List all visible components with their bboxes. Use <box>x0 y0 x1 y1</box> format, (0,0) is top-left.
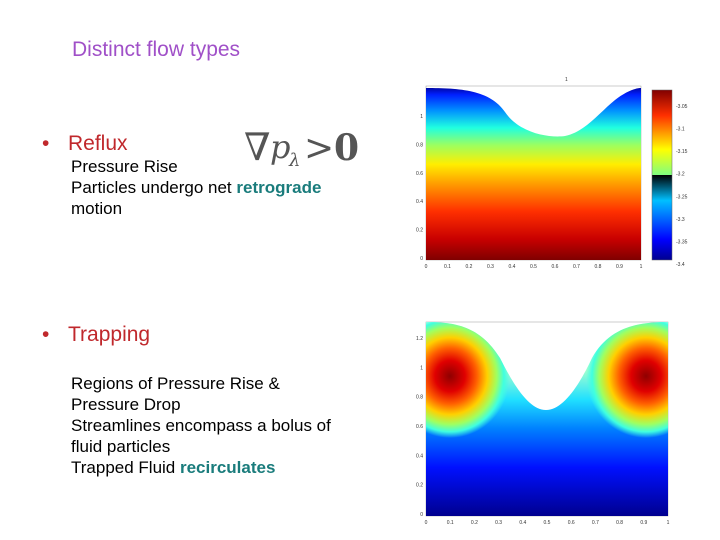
top-x-tick-8: 0.8 <box>595 264 602 270</box>
top-x-tick-9: 0.9 <box>616 264 623 270</box>
left-trapped-bolus <box>426 322 510 438</box>
top-y-tick-4: 0.2 <box>416 228 423 234</box>
trapping-streamline-plot: 0 0.1 0.2 0.3 0.4 0.5 0.6 0.7 0.8 0.9 1 1.2 1 0.8 0.6… <box>416 321 670 526</box>
trapping-accent: recirculates <box>179 458 276 477</box>
bot-x-tick-10: 1 <box>667 520 670 526</box>
trapping-line-2: Pressure Drop <box>71 395 181 414</box>
bot-x-tick-2: 0.2 <box>471 520 478 526</box>
top-y-tick-0: 1 <box>420 114 423 120</box>
top-cb-tick-0: -3.05 <box>676 104 688 110</box>
top-cb-tick-7: -3.4 <box>676 262 685 268</box>
top-cb-tick-5: -3.3 <box>676 217 685 223</box>
bot-y-tick-0: 1.2 <box>416 336 423 342</box>
reflux-line-3: motion <box>71 199 123 218</box>
top-x-tick-10: 1 <box>640 264 643 270</box>
formula-subscript: λ <box>288 150 300 171</box>
pressure-gradient-formula: ∇ p λ > 0 <box>244 126 359 171</box>
reflux-accent: retrograde <box>236 178 322 197</box>
top-x-tick-6: 0.6 <box>552 264 559 270</box>
trapping-line-3: Streamlines encompass a bolus of <box>71 416 331 435</box>
reflux-pressure-plot: 1 0 0.1 0.2 0.3 0.4 0.5 0.6 0.7 0.8 0.9 1 10.80.60… <box>416 77 688 270</box>
trapping-text: Regions of Pressure Rise & Pressure Drop… <box>71 373 331 478</box>
reflux-line-2: Particles undergo net retrograde <box>71 178 322 197</box>
top-x-tick-5: 0.5 <box>530 264 537 270</box>
top-cb-tick-1: -3.1 <box>676 127 685 133</box>
bot-y-tick-6: 0 <box>420 512 423 518</box>
top-x-tick-1: 0.1 <box>444 264 451 270</box>
bot-x-tick-7: 0.7 <box>592 520 599 526</box>
top-y-tick-3: 0.4 <box>416 199 423 205</box>
top-x-tick-7: 0.7 <box>573 264 580 270</box>
top-x-tick-2: 0.2 <box>466 264 473 270</box>
top-plot-title-mark: 1 <box>565 77 568 83</box>
reflux-text: Pressure Rise Particles undergo net retr… <box>71 156 321 219</box>
trapping-line-5: Trapped Fluid recirculates <box>71 458 276 477</box>
bullet-dot-icon: • <box>42 323 50 346</box>
top-plot-x-ticks: 0 0.1 0.2 0.3 0.4 0.5 0.6 0.7 0.8 0.9 1 <box>425 264 643 270</box>
top-y-tick-5: 0 <box>420 256 423 262</box>
top-cb-tick-2: -3.15 <box>676 149 688 155</box>
bot-y-tick-3: 0.6 <box>416 424 423 430</box>
bot-x-tick-9: 0.9 <box>640 520 647 526</box>
bottom-plot-x-ticks: 0 0.1 0.2 0.3 0.4 0.5 0.6 0.7 0.8 0.9 1 <box>425 520 670 526</box>
slide-title: Distinct flow types <box>72 38 241 61</box>
top-plot-field <box>426 88 641 260</box>
bot-y-tick-2: 0.8 <box>416 395 423 401</box>
trapping-line-4: fluid particles <box>71 437 171 456</box>
top-x-tick-0: 0 <box>425 264 428 270</box>
reflux-line-1: Pressure Rise <box>71 157 178 176</box>
bot-y-tick-5: 0.2 <box>416 483 423 489</box>
reflux-heading: Reflux <box>68 132 128 155</box>
bot-x-tick-0: 0 <box>425 520 428 526</box>
formula-p: p <box>270 128 290 166</box>
bot-x-tick-1: 0.1 <box>447 520 454 526</box>
top-y-tick-2: 0.6 <box>416 171 423 177</box>
bot-y-tick-1: 1 <box>420 365 423 371</box>
top-plot-colorbar <box>651 89 673 261</box>
top-cb-tick-4: -3.25 <box>676 194 688 200</box>
top-cb-tick-6: -3.35 <box>676 239 688 245</box>
bottom-plot-field <box>426 322 668 516</box>
bot-y-tick-4: 0.4 <box>416 453 423 459</box>
bot-x-tick-3: 0.3 <box>495 520 502 526</box>
bullet-dot-icon: • <box>42 132 50 155</box>
formula-nabla: ∇ <box>244 126 271 169</box>
formula-rhs: 0 <box>334 127 359 169</box>
top-cb-tick-3: -3.2 <box>676 172 685 178</box>
trapping-line-1: Regions of Pressure Rise & <box>71 374 280 393</box>
bot-x-tick-4: 0.4 <box>519 520 526 526</box>
bot-x-tick-8: 0.8 <box>616 520 623 526</box>
trapping-bullet: • Trapping <box>42 323 150 347</box>
bot-x-tick-6: 0.6 <box>568 520 575 526</box>
top-x-tick-3: 0.3 <box>487 264 494 270</box>
formula-relation: > <box>304 128 334 169</box>
bottom-plot-y-ticks: 1.2 1 0.8 0.6 0.4 0.2 0 <box>416 336 423 518</box>
bot-x-tick-5: 0.5 <box>544 520 551 526</box>
top-plot-y-ticks: 1 0.8 0.6 0.4 0.2 0 <box>416 114 423 262</box>
top-x-tick-4: 0.4 <box>509 264 516 270</box>
trapping-heading: Trapping <box>68 323 151 346</box>
right-trapped-bolus <box>586 322 668 438</box>
top-plot-colorbar-ticks: -3.05 -3.1 -3.15 -3.2 -3.25 -3.3 -3.35 -3.4 <box>676 104 688 268</box>
top-y-tick-1: 0.8 <box>416 142 423 148</box>
reflux-bullet: • Reflux <box>42 132 128 156</box>
